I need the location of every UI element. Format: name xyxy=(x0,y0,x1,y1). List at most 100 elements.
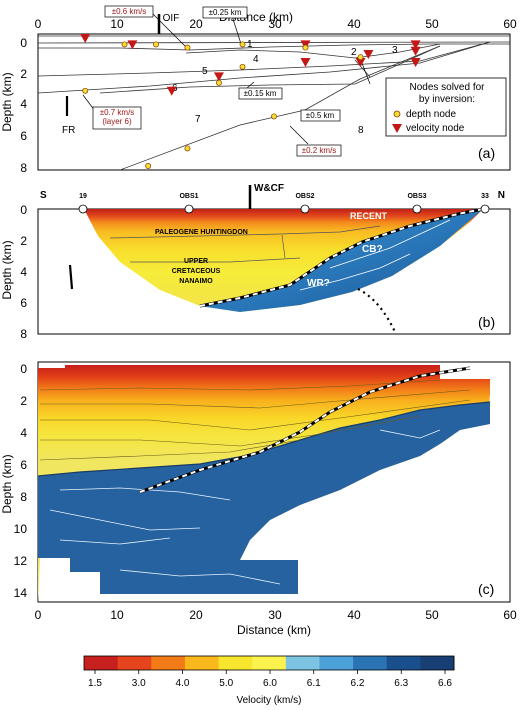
colorbar-cell xyxy=(420,656,455,670)
colorbar-cell xyxy=(151,656,186,670)
colorbar: 1.5 3.0 4.0 5.0 6.0 6.1 6.2 6.3 6.6 Velocity (km… xyxy=(83,655,455,706)
panel-a-xtick: 50 xyxy=(425,17,439,31)
unit-recent: RECENT xyxy=(350,211,388,221)
panel-b-stations xyxy=(78,204,490,214)
panel-c-xtick: 60 xyxy=(503,608,517,622)
depth-node xyxy=(121,41,128,48)
velocity-field-basement xyxy=(38,402,490,594)
basement-fill xyxy=(200,209,483,312)
panel-c-label: (c) xyxy=(478,581,494,597)
unit-paleogene: PALEOGENE HUNTINGDON xyxy=(155,229,248,236)
colorbar-tick-label: 1.5 xyxy=(88,678,102,689)
panel-a-nodes xyxy=(80,34,421,169)
uncertainty-label: ±0.5 km xyxy=(306,111,335,120)
colorbar-cell xyxy=(353,656,388,670)
uncertainty-label: ±0.6 km/s xyxy=(112,7,147,16)
velocity-node xyxy=(166,86,177,96)
depth-node xyxy=(184,44,191,51)
velocity-node xyxy=(410,58,421,67)
panel-a-frame xyxy=(37,33,511,171)
velocity-node xyxy=(355,58,366,67)
colorbar-cell xyxy=(252,656,287,670)
panel-a-fr-marker: FR xyxy=(62,96,75,136)
panel-b-ytick: 0 xyxy=(20,203,27,217)
panel-b-y-ticks: 0 2 4 6 8 xyxy=(20,203,27,341)
panel-c-xlabel: Distance (km) xyxy=(237,623,311,637)
depth-node xyxy=(82,87,89,94)
panel-a-ytick: 8 xyxy=(20,161,27,175)
panel-a: 0 10 20 30 40 50 60 Distance (km) OIF 0 … xyxy=(0,5,517,175)
station-marker xyxy=(78,204,88,214)
panel-a-ytick: 6 xyxy=(20,129,27,143)
panel-b-ytick: 8 xyxy=(20,327,27,341)
panel-c-xtick: 20 xyxy=(189,608,203,622)
panel-c-ytick: 0 xyxy=(20,362,27,376)
velocity-node xyxy=(80,34,91,43)
velocity-node-icon xyxy=(392,124,402,133)
uncertainty-label: ±0.15 km xyxy=(244,89,277,98)
unit-cretaceous: CRETACEOUS xyxy=(172,268,221,275)
panel-b-blue-contours xyxy=(299,219,451,291)
legend-velocity-node: velocity node xyxy=(406,123,465,134)
station-marker xyxy=(412,204,422,214)
panel-a-label: (a) xyxy=(478,145,495,161)
layer-number: 1 xyxy=(247,39,253,50)
unit-nanaimo: NANAIMO xyxy=(179,278,213,285)
velocity-node xyxy=(410,46,421,56)
uncertainty-label-layer6: ±0.7 km/s xyxy=(100,108,135,117)
panel-a-xtick: 20 xyxy=(189,17,203,31)
panel-a-layer-numbers: 1 2 3 4 5 6 7 8 xyxy=(172,39,398,136)
depth-node xyxy=(215,79,222,86)
panel-c-ytick: 6 xyxy=(20,458,27,472)
panel-b: S N 19 OBS1 OBS2 OBS3 33 W&CF 0 2 4 6 8 … xyxy=(0,183,511,341)
depth-node xyxy=(153,41,159,48)
colorbar-cell xyxy=(386,656,421,670)
station-label: 33 xyxy=(481,193,489,200)
depth-node xyxy=(184,145,191,152)
wcf-label: W&CF xyxy=(254,183,284,194)
legend-title: by inversion: xyxy=(419,94,475,105)
panel-c-xtick: 0 xyxy=(35,608,42,622)
panel-b-ytick: 4 xyxy=(20,265,27,279)
depth-node xyxy=(239,63,246,70)
panel-a-xtick: 30 xyxy=(268,17,282,31)
velocity-node xyxy=(127,40,138,50)
station-label: OBS2 xyxy=(295,193,314,200)
layer-number: 7 xyxy=(195,114,201,125)
panel-a-ytick: 2 xyxy=(20,67,27,81)
panel-c-ytick: 14 xyxy=(14,586,28,600)
station-marker xyxy=(480,204,490,214)
layer-number: 5 xyxy=(202,66,208,77)
fr-label: FR xyxy=(62,125,75,136)
panel-a-x-ticks: 0 10 20 30 40 50 60 xyxy=(35,17,517,31)
south-label: S xyxy=(40,190,47,201)
panel-a-ytick: 4 xyxy=(20,97,27,111)
legend-box xyxy=(385,77,507,137)
panel-c-ylabel: Depth (km) xyxy=(0,454,14,513)
colorbar-tick-label: 6.0 xyxy=(263,678,277,689)
panel-c-xtick: 10 xyxy=(110,608,124,622)
colorbar-tick-label: 4.0 xyxy=(176,678,190,689)
panel-a-ylabel: Depth (km) xyxy=(0,72,14,131)
panel-b-ytick: 6 xyxy=(20,296,27,310)
panel-c-white-contours xyxy=(49,429,441,585)
panel-c-ytick: 2 xyxy=(20,394,27,408)
panel-c-ytick: 12 xyxy=(14,554,28,568)
panel-a-xtick: 10 xyxy=(110,17,124,31)
legend-title: Nodes solved for xyxy=(409,82,485,93)
unit-upper: UPPER xyxy=(184,258,208,265)
station-label: 19 xyxy=(79,193,87,200)
velocity-node xyxy=(300,58,311,67)
panel-a-y-ticks: 0 2 4 6 8 xyxy=(20,36,27,175)
panel-b-contours xyxy=(109,225,381,263)
panel-a-oif-label: OIF xyxy=(163,13,180,24)
colorbar-label: Velocity (km/s) xyxy=(236,695,301,706)
colorbar-cell xyxy=(319,656,354,670)
depth-node xyxy=(239,41,246,48)
colorbar-cell xyxy=(117,656,152,670)
panel-c-ytick: 8 xyxy=(20,490,27,504)
colorbar-tick-label: 6.2 xyxy=(351,678,365,689)
legend-depth-node: depth node xyxy=(406,109,456,120)
panel-a-uncertainty-callouts: ±0.6 km/s ±0.25 km ±0.15 km ±0.5 km ±0.2… xyxy=(82,5,371,157)
